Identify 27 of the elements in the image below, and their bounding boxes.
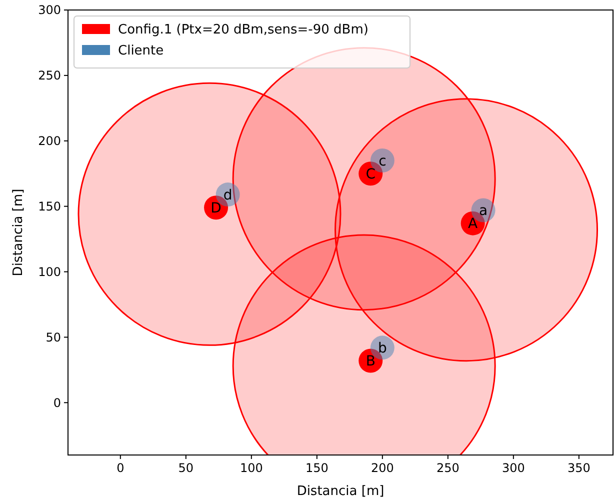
- y-tick-label: 50: [46, 330, 61, 344]
- annotation: d: [223, 187, 232, 204]
- x-tick-label: 250: [436, 461, 460, 475]
- x-tick-label: 50: [178, 461, 194, 475]
- annotation: a: [479, 203, 488, 220]
- x-tick-label: 150: [305, 461, 328, 475]
- y-tick-label: 250: [38, 68, 61, 83]
- x-tick-label: 350: [567, 461, 590, 475]
- x-tick-label: 200: [370, 461, 394, 475]
- annotation: b: [378, 340, 387, 357]
- y-tick-label: 150: [38, 200, 61, 214]
- y-axis-title: Distancia [m]: [11, 188, 26, 276]
- annotation: C: [366, 166, 376, 183]
- legend-label: Cliente: [118, 44, 164, 59]
- x-tick-label: 300: [502, 461, 525, 475]
- x-tick-label: 0: [116, 461, 124, 475]
- annotation: B: [366, 354, 376, 370]
- y-tick-label: 0: [53, 396, 61, 410]
- y-tick-label: 200: [38, 134, 61, 148]
- legend-label: Config.1 (Ptx=20 dBm,sens=-90 dBm): [118, 22, 368, 38]
- annotation: c: [378, 153, 386, 170]
- annotation: D: [210, 200, 222, 217]
- x-axis-title: Distancia [m]: [296, 484, 384, 499]
- y-tick-label: 100: [38, 264, 61, 279]
- y-tick-label: 300: [38, 3, 61, 18]
- x-tick-label: 100: [240, 461, 263, 475]
- annotation: A: [468, 216, 478, 232]
